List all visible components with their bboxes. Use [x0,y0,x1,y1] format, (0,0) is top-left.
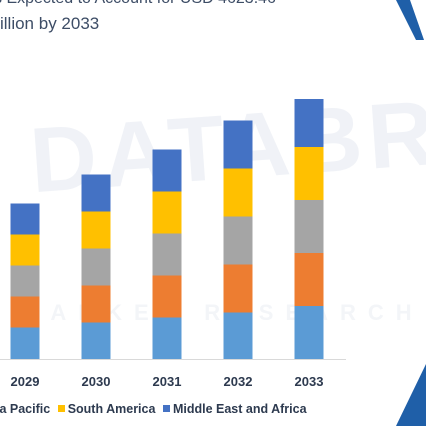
chart-legend: ia Pacific South America Middle East and… [0,402,311,416]
bar-2032-series-3 [223,216,253,265]
bar-2032-series-2 [223,264,253,313]
bar-2029-middle-east-and-africa [10,203,40,235]
bar-2031-series-2 [152,275,182,318]
legend-swatch-middle-east-africa [162,405,170,412]
bar-2029-asia-pacific [10,327,40,359]
bar-2031-south-america [152,191,182,234]
chart-title: s Expected to Account for USD 4623.46 il… [0,0,426,40]
legend-item-south-america: South America [57,402,156,416]
legend-label-south-america: South America [67,402,156,416]
bar-2030-asia-pacific [81,322,111,359]
bar-2031-series-3 [152,233,182,276]
bar-2033-south-america [294,147,324,200]
legend-label-asia-pacific: ia Pacific [0,402,51,416]
x-tick-label-2029: 2029 [11,374,40,389]
legend-swatch-south-america [57,405,65,412]
x-tick-label-2032: 2032 [224,374,253,389]
bar-2030-series-2 [81,285,111,323]
bar-2033-series-2 [294,253,324,306]
legend-label-middle-east-africa: Middle East and Africa [172,402,307,416]
bar-2031-middle-east-and-africa [152,149,182,192]
x-tick-label-2031: 2031 [153,374,182,389]
bar-2029-series-2 [10,296,40,328]
x-tick-label-2033: 2033 [295,374,324,389]
bar-2033-middle-east-and-africa [294,99,324,147]
corner-shape-bottom [396,364,426,426]
bar-2030-middle-east-and-africa [81,174,111,212]
bar-2033-series-3 [294,200,324,253]
bar-2030-series-3 [81,248,111,286]
chart-title-line-1: s Expected to Account for USD 4623.46 [0,0,276,8]
bar-2030-south-america [81,211,111,249]
bar-2033-asia-pacific [294,306,324,359]
bar-2029-series-3 [10,265,40,297]
bar-2031-asia-pacific [152,317,182,359]
chart-title-line-2: illion by 2033 [0,14,100,33]
bar-2029-south-america [10,234,40,266]
corner-shape-top [396,0,424,40]
bar-2032-south-america [223,168,253,217]
x-tick-label-2030: 2030 [82,374,111,389]
legend-item-asia-pacific: ia Pacific [0,402,50,416]
legend-item-middle-east-africa: Middle East and Africa [162,402,307,416]
bar-2032-asia-pacific [223,312,253,359]
bar-2032-middle-east-and-africa [223,120,253,169]
